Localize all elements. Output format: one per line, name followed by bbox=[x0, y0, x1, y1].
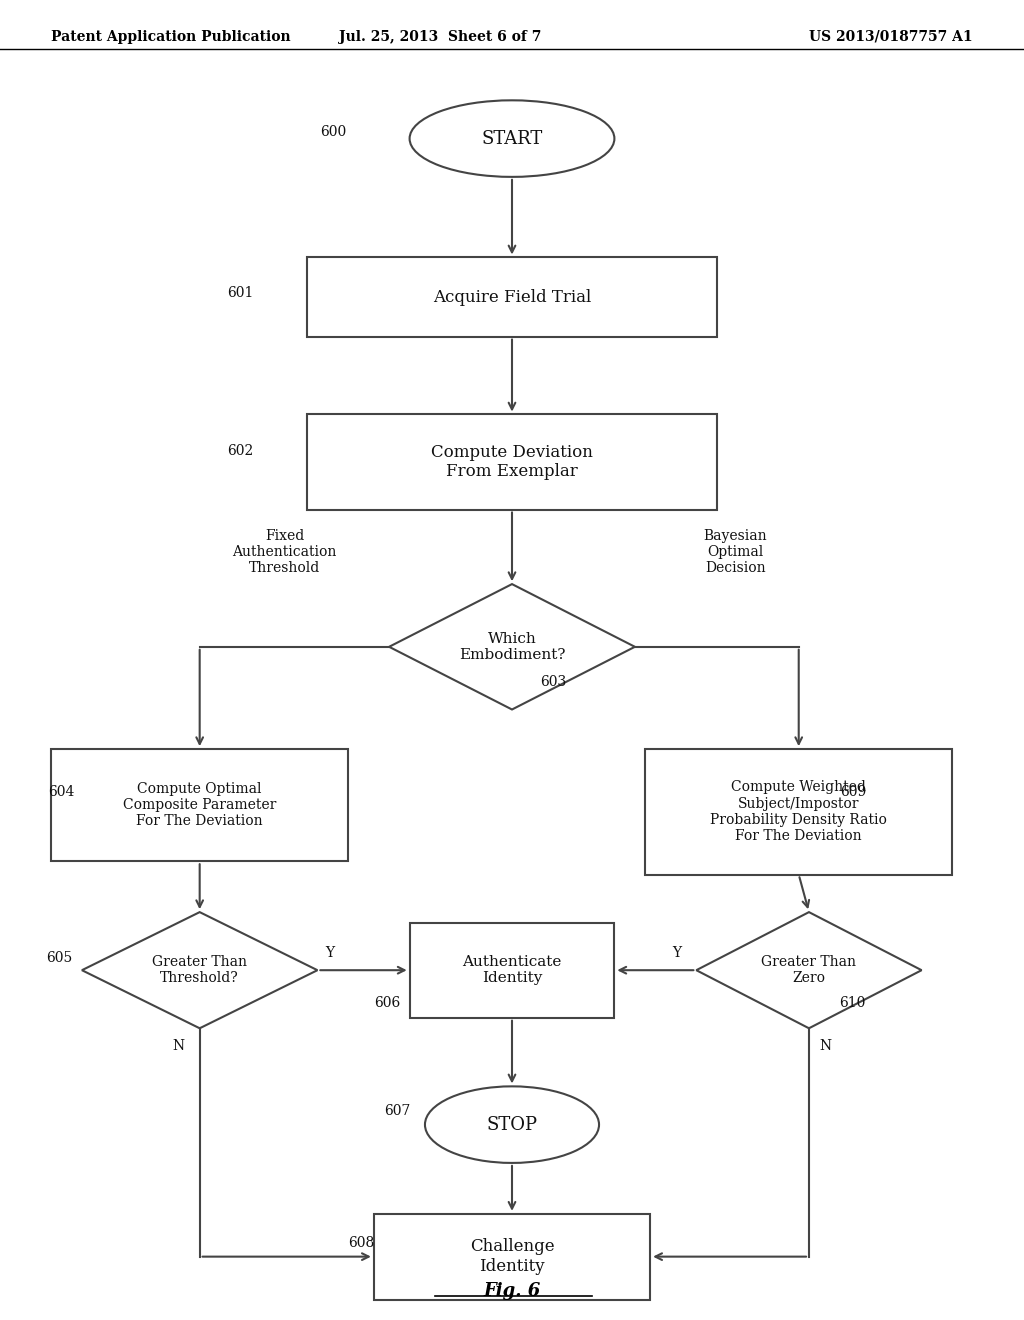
Text: 604: 604 bbox=[48, 785, 75, 799]
Text: Fig. 6: Fig. 6 bbox=[483, 1282, 541, 1300]
Text: N: N bbox=[172, 1039, 184, 1053]
Text: 605: 605 bbox=[46, 952, 73, 965]
Text: 600: 600 bbox=[319, 125, 346, 139]
Text: 606: 606 bbox=[374, 997, 400, 1010]
Text: Challenge
Identity: Challenge Identity bbox=[470, 1238, 554, 1275]
Text: Compute Optimal
Composite Parameter
For The Deviation: Compute Optimal Composite Parameter For … bbox=[123, 781, 276, 829]
Text: Greater Than
Zero: Greater Than Zero bbox=[762, 956, 856, 985]
Text: Bayesian
Optimal
Decision: Bayesian Optimal Decision bbox=[703, 528, 767, 576]
Text: STOP: STOP bbox=[486, 1115, 538, 1134]
Text: Greater Than
Threshold?: Greater Than Threshold? bbox=[153, 956, 247, 985]
Text: START: START bbox=[481, 129, 543, 148]
Text: Fixed
Authentication
Threshold: Fixed Authentication Threshold bbox=[232, 528, 337, 576]
Text: 601: 601 bbox=[227, 286, 254, 300]
Text: 603: 603 bbox=[540, 676, 566, 689]
Text: Compute Weighted
Subject/Impostor
Probability Density Ratio
For The Deviation: Compute Weighted Subject/Impostor Probab… bbox=[711, 780, 887, 843]
Text: 609: 609 bbox=[840, 785, 866, 799]
Text: 602: 602 bbox=[227, 445, 254, 458]
Text: 608: 608 bbox=[348, 1237, 375, 1250]
Text: Patent Application Publication: Patent Application Publication bbox=[51, 30, 291, 44]
Text: Authenticate
Identity: Authenticate Identity bbox=[462, 956, 562, 985]
Text: Y: Y bbox=[326, 945, 335, 960]
Text: Jul. 25, 2013  Sheet 6 of 7: Jul. 25, 2013 Sheet 6 of 7 bbox=[339, 30, 542, 44]
Text: N: N bbox=[819, 1039, 831, 1053]
Text: 610: 610 bbox=[839, 997, 865, 1010]
Text: Acquire Field Trial: Acquire Field Trial bbox=[433, 289, 591, 305]
Text: US 2013/0187757 A1: US 2013/0187757 A1 bbox=[809, 30, 973, 44]
Text: Y: Y bbox=[672, 945, 681, 960]
Text: Which
Embodiment?: Which Embodiment? bbox=[459, 632, 565, 661]
Text: Compute Deviation
From Exemplar: Compute Deviation From Exemplar bbox=[431, 444, 593, 480]
Text: 607: 607 bbox=[384, 1105, 411, 1118]
